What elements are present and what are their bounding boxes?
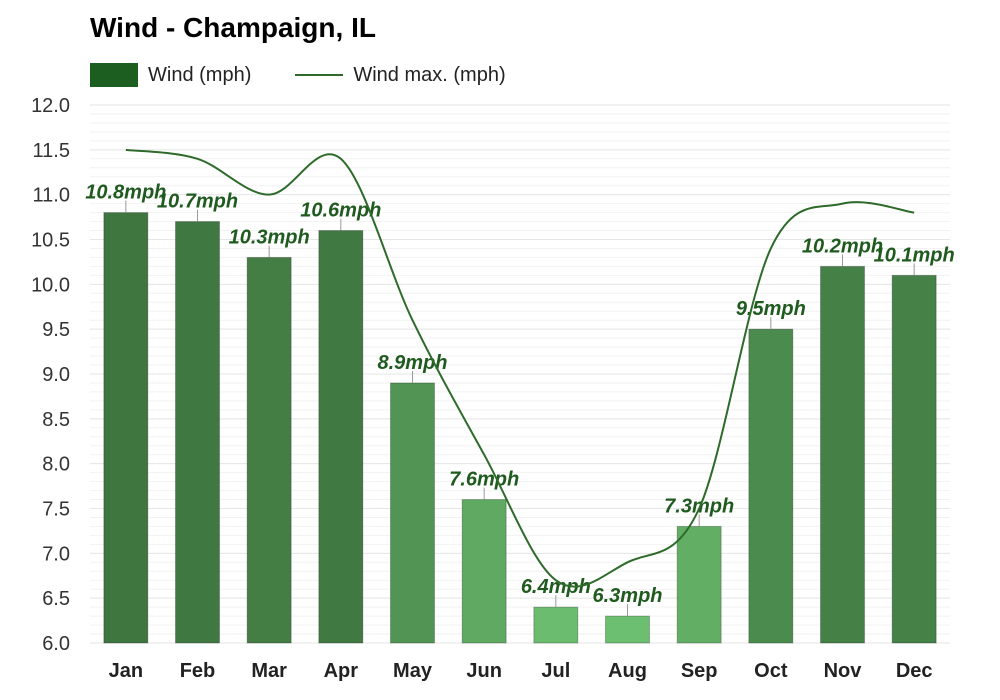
x-tick-label: Sep: [681, 660, 718, 682]
bar: [891, 274, 937, 644]
bar: [103, 212, 149, 644]
data-label: 10.1mph: [874, 244, 955, 266]
y-tick-label: 9.5: [42, 319, 70, 341]
x-tick-label: Dec: [896, 660, 933, 682]
data-label: 10.6mph: [300, 200, 381, 222]
x-tick-label: May: [393, 660, 433, 682]
data-label: 8.9mph: [377, 352, 447, 374]
chart-legend: Wind (mph) Wind max. (mph): [90, 62, 550, 88]
x-tick-label: Apr: [324, 660, 359, 682]
y-tick-label: 11.5: [33, 140, 70, 162]
y-tick-label: 10.5: [31, 230, 70, 252]
y-tick-label: 7.5: [42, 499, 70, 521]
y-tick-label: 10.0: [31, 274, 70, 296]
bar: [820, 265, 865, 644]
legend-item-wind: Wind (mph): [90, 63, 251, 87]
data-label: 6.3mph: [592, 585, 662, 607]
bar: [175, 221, 220, 644]
data-label: 9.5mph: [736, 298, 806, 320]
bar: [461, 499, 507, 644]
y-tick-label: 9.0: [42, 364, 70, 386]
y-tick-label: 6.0: [42, 633, 70, 655]
bar: [246, 256, 292, 644]
bar: [676, 525, 722, 644]
data-label: 10.8mph: [85, 182, 166, 204]
x-tick-label: Jul: [541, 660, 570, 682]
y-tick-label: 8.5: [42, 409, 70, 431]
bar: [390, 382, 435, 644]
y-tick-label: 12.0: [31, 95, 70, 117]
x-tick-label: Jun: [466, 660, 502, 682]
x-tick-label: Nov: [824, 660, 863, 682]
x-tick-label: Oct: [754, 660, 788, 682]
x-tick-label: Mar: [251, 660, 287, 682]
data-label: 10.3mph: [229, 226, 310, 248]
bar: [748, 328, 794, 644]
bar: [605, 615, 650, 644]
x-tick-label: Aug: [608, 660, 647, 682]
data-label: 10.7mph: [157, 191, 238, 213]
y-tick-label: 7.0: [42, 543, 70, 565]
y-tick-label: 6.5: [42, 588, 70, 610]
data-label: 7.6mph: [449, 469, 519, 491]
legend-swatch-line: [295, 74, 344, 76]
legend-label-wind-max: Wind max. (mph): [353, 63, 506, 86]
y-tick-label: 11.0: [33, 185, 70, 207]
data-label: 10.2mph: [802, 235, 883, 257]
x-tick-label: Feb: [180, 660, 216, 682]
legend-label-wind: Wind (mph): [148, 63, 252, 86]
wind-max-line: [125, 148, 915, 588]
bar: [318, 230, 364, 644]
chart-title: Wind - Champaign, IL: [90, 12, 376, 43]
legend-item-wind-max: Wind max. (mph): [295, 63, 506, 87]
x-tick-label: Jan: [109, 660, 143, 682]
y-tick-label: 8.0: [42, 454, 70, 476]
data-label: 6.4mph: [521, 576, 591, 598]
legend-swatch-bar: [90, 63, 138, 87]
bar: [533, 606, 579, 644]
